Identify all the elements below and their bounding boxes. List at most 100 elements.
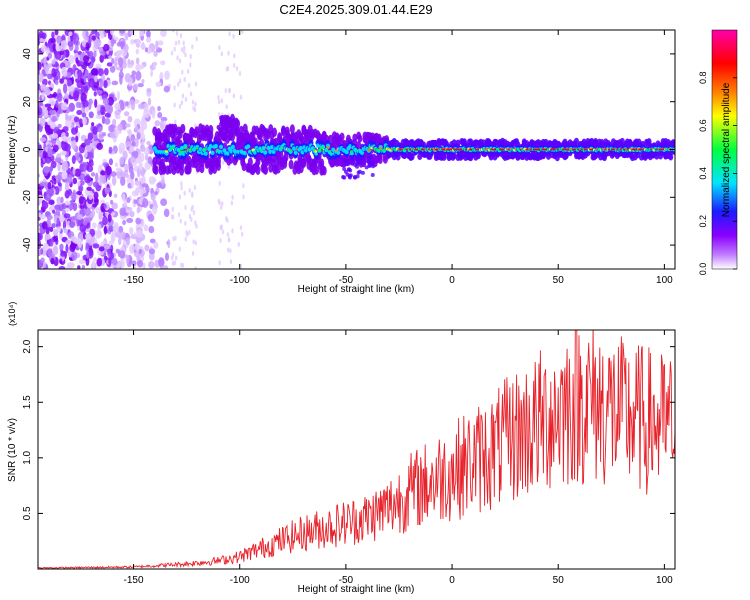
noise-speckle <box>167 238 171 249</box>
noise-speckle <box>242 194 245 200</box>
noise-speckle <box>105 165 112 176</box>
band-peak <box>288 149 293 152</box>
noise-speckle <box>184 220 187 226</box>
noise-speckle <box>220 98 224 104</box>
noise-speckle <box>94 68 99 76</box>
noise-speckle <box>180 100 184 106</box>
noise-speckle <box>229 248 232 254</box>
noise-speckle <box>238 70 242 76</box>
noise-speckle <box>77 239 83 249</box>
band-core <box>261 146 266 151</box>
noise-speckle <box>81 112 87 118</box>
noise-speckle <box>72 64 77 73</box>
noise-speckle <box>76 214 84 220</box>
noise-speckle <box>181 262 185 268</box>
snr-multiplier: (x10⁴) <box>7 302 17 326</box>
noise-speckle <box>141 183 149 188</box>
noise-speckle <box>96 142 104 151</box>
band-tail <box>356 159 361 164</box>
noise-speckle <box>146 140 151 146</box>
noise-speckle <box>52 43 57 52</box>
noise-speckle <box>43 108 49 118</box>
band-tail <box>359 159 364 164</box>
noise-speckle <box>114 102 121 111</box>
noise-speckle <box>218 200 221 206</box>
band-outer <box>247 157 253 167</box>
colorbar-tick-label: 0.4 <box>698 167 708 180</box>
band-core <box>246 144 251 149</box>
noise-speckle <box>94 98 98 108</box>
noise-speckle <box>195 223 198 229</box>
noise-speckle <box>194 266 197 269</box>
noise-speckle <box>101 174 107 185</box>
band-core <box>253 150 258 155</box>
noise-speckle <box>192 239 195 245</box>
noise-speckle <box>69 243 76 253</box>
noise-speckle <box>115 49 122 58</box>
noise-speckle <box>147 213 155 222</box>
noise-speckle <box>123 199 128 207</box>
noise-speckle <box>78 196 84 205</box>
band-peak <box>321 146 325 150</box>
noise-speckle <box>180 185 183 191</box>
noise-speckle <box>193 185 197 191</box>
noise-speckle <box>130 170 135 180</box>
noise-speckle <box>48 98 56 106</box>
noise-speckle <box>143 224 149 232</box>
band-spur <box>227 123 232 129</box>
noise-speckle <box>124 123 131 128</box>
band-tail <box>370 173 375 178</box>
band-peak <box>171 146 176 150</box>
noise-speckle <box>129 244 135 254</box>
noise-speckle <box>65 118 72 129</box>
band-outer <box>255 165 261 176</box>
noise-speckle <box>174 255 178 261</box>
band-spur <box>223 114 228 120</box>
band-outer <box>235 119 241 129</box>
noise-speckle <box>108 104 113 114</box>
noise-speckle <box>191 204 194 210</box>
noise-speckle <box>219 237 222 243</box>
colorbar-ticks: 0.0 0.2 0.4 0.6 0.8 <box>698 72 737 275</box>
band-tail <box>360 170 365 175</box>
noise-speckle <box>50 115 58 123</box>
noise-speckle <box>44 146 48 153</box>
noise-speckle <box>61 66 68 76</box>
band-outer <box>314 165 320 175</box>
noise-speckle <box>102 216 108 226</box>
noise-speckle <box>161 265 169 269</box>
noise-speckle <box>55 42 60 52</box>
noise-speckle <box>191 44 194 50</box>
spectrogram-axes: -150 -100 -50 0 50 100 -40 -20 0 20 40 <box>22 30 675 286</box>
noise-speckle <box>180 181 183 187</box>
noise-speckle <box>142 198 149 208</box>
noise-speckle <box>76 190 83 196</box>
band-outer <box>172 127 178 137</box>
band-tail <box>369 154 374 159</box>
noise-speckle <box>74 72 78 78</box>
noise-speckle <box>108 158 114 166</box>
noise-speckle <box>64 182 70 192</box>
noise-speckle <box>100 106 106 116</box>
noise-speckle <box>145 36 152 43</box>
y-tick-label: 2.0 <box>22 339 33 353</box>
noise-speckle <box>178 246 181 252</box>
noise-speckle <box>147 97 152 106</box>
noise-speckle <box>72 34 76 45</box>
noise-speckle <box>148 176 156 185</box>
noise-speckle <box>87 152 94 161</box>
band-spur <box>228 128 233 134</box>
noise-speckle <box>103 203 107 210</box>
noise-speckle <box>64 200 71 206</box>
noise-speckle <box>73 116 80 123</box>
noise-speckle <box>115 248 120 254</box>
noise-speckle <box>94 75 98 83</box>
band-outer <box>339 132 345 141</box>
band-peak <box>178 150 183 153</box>
band-peak <box>367 148 371 152</box>
band-peak <box>181 150 186 153</box>
noise-speckle <box>221 229 225 235</box>
noise-speckle <box>115 114 121 120</box>
noise-speckle <box>171 252 175 258</box>
band-outer <box>152 156 158 167</box>
